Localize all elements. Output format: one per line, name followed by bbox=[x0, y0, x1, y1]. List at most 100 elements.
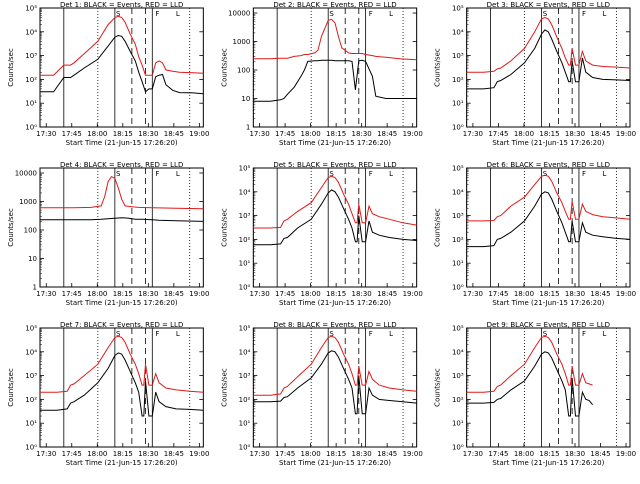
x-tick-label: 18:45 bbox=[377, 130, 397, 138]
x-tick-label: 17:45 bbox=[62, 130, 82, 138]
x-tick-label: 18:30 bbox=[138, 130, 158, 138]
region-mark-s: S bbox=[329, 330, 334, 338]
y-axis-label: Counts/sec bbox=[434, 208, 442, 247]
y-axis-label: Counts/sec bbox=[434, 48, 442, 87]
x-tick-label: 18:45 bbox=[590, 290, 610, 298]
x-axis-label: Start Time (21-Jun-15 17:26:20) bbox=[66, 299, 178, 307]
region-mark-l: L bbox=[389, 330, 393, 338]
y-tick-label: 10¹ bbox=[452, 420, 464, 428]
x-tick-label: 19:00 bbox=[403, 130, 423, 138]
y-tick-label: 1 bbox=[246, 124, 250, 132]
y-tick-label: 10² bbox=[239, 236, 251, 244]
y-tick-label: 10⁵ bbox=[239, 165, 251, 173]
region-mark-f: F bbox=[155, 10, 159, 18]
detector-panel-8: S F L 10⁰ 10¹ 10² 10³ 10⁴ 10⁵ 17:30 17:45 18:00 18:1… bbox=[220, 321, 422, 467]
series-events-line bbox=[40, 352, 204, 417]
x-tick-label: 18:30 bbox=[565, 450, 585, 458]
x-tick-label: 18:30 bbox=[565, 130, 585, 138]
x-tick-label: 18:15 bbox=[539, 130, 559, 138]
panel-title: Det 3: BLACK = Events, RED = LLD bbox=[487, 1, 610, 9]
y-tick-label: 10⁴ bbox=[25, 28, 37, 36]
y-tick-label: 10² bbox=[25, 76, 37, 84]
region-mark-f: F bbox=[582, 10, 586, 18]
x-axis-label: Start Time (21-Jun-15 17:26:20) bbox=[279, 459, 391, 467]
x-tick-label: 17:30 bbox=[249, 290, 269, 298]
y-axis-label: Counts/sec bbox=[7, 48, 15, 87]
x-tick-label: 18:00 bbox=[301, 450, 321, 458]
x-tick-label: 18:45 bbox=[164, 450, 184, 458]
region-mark-f: F bbox=[369, 170, 373, 178]
series-lld-line bbox=[253, 175, 417, 229]
x-tick-label: 17:45 bbox=[62, 290, 82, 298]
region-mark-f: F bbox=[582, 170, 586, 178]
plot-frame bbox=[39, 7, 204, 128]
detector-panel-9: S F L 10⁰ 10¹ 10² 10³ 10⁴ 10⁵ 17:30 17:45 18:00 18:1… bbox=[434, 321, 636, 467]
y-tick-label: 10⁴ bbox=[452, 348, 464, 356]
x-tick-label: 18:45 bbox=[590, 450, 610, 458]
y-tick-label: 10² bbox=[25, 396, 37, 404]
y-tick-label: 10⁴ bbox=[239, 348, 251, 356]
y-tick-label: 10² bbox=[452, 236, 464, 244]
y-tick-label: 10¹ bbox=[239, 420, 251, 428]
x-tick-label: 19:00 bbox=[616, 130, 636, 138]
x-tick-label: 18:15 bbox=[113, 450, 133, 458]
y-tick-label: 10² bbox=[239, 396, 251, 404]
x-tick-label: 17:30 bbox=[36, 290, 56, 298]
region-mark-s: S bbox=[543, 170, 548, 178]
series-events-line bbox=[40, 217, 204, 222]
y-axis-label: Counts/sec bbox=[434, 368, 442, 407]
x-tick-label: 18:45 bbox=[377, 290, 397, 298]
detector-panel-7: S F L 10⁰ 10¹ 10² 10³ 10⁴ 10⁵ 17:30 17:45 18:00 18:1… bbox=[7, 321, 209, 467]
x-tick-label: 19:00 bbox=[616, 290, 636, 298]
plot-frame bbox=[252, 327, 418, 448]
x-tick-label: 18:00 bbox=[301, 290, 321, 298]
y-tick-label: 1 bbox=[33, 284, 37, 292]
y-tick-label: 1000 bbox=[19, 198, 37, 206]
region-mark-l: L bbox=[389, 170, 393, 178]
region-mark-s: S bbox=[329, 10, 334, 18]
x-tick-label: 19:00 bbox=[189, 130, 209, 138]
x-tick-label: 19:00 bbox=[189, 290, 209, 298]
panel-title: Det 1: BLACK = Events, RED = LLD bbox=[60, 1, 183, 9]
x-tick-label: 18:30 bbox=[138, 450, 158, 458]
y-tick-label: 100 bbox=[237, 67, 250, 75]
region-mark-s: S bbox=[116, 170, 121, 178]
y-tick-label: 10⁵ bbox=[452, 325, 464, 333]
x-tick-label: 18:45 bbox=[164, 290, 184, 298]
x-tick-label: 18:45 bbox=[377, 450, 397, 458]
series-events-line bbox=[253, 189, 417, 246]
plot-frame bbox=[466, 327, 631, 448]
x-tick-label: 17:45 bbox=[488, 450, 508, 458]
series-events-line bbox=[466, 29, 631, 90]
series-events-line bbox=[40, 34, 204, 95]
y-tick-label: 10³ bbox=[452, 372, 464, 380]
region-mark-l: L bbox=[176, 330, 180, 338]
y-tick-label: 10⁴ bbox=[239, 188, 251, 196]
y-tick-label: 10⁰ bbox=[239, 444, 251, 452]
x-tick-label: 17:30 bbox=[463, 450, 483, 458]
x-tick-label: 18:00 bbox=[514, 450, 534, 458]
panel-title: Det 5: BLACK = Events, RED = LLD bbox=[273, 161, 396, 169]
y-tick-label: 10000 bbox=[228, 10, 250, 18]
y-tick-label: 10⁰ bbox=[452, 444, 464, 452]
detector-panel-2: S F L 1 10 100 1000 10000 17:30 17:45 18:00 18:15 18… bbox=[220, 1, 422, 147]
series-events-line bbox=[253, 59, 417, 102]
region-mark-s: S bbox=[329, 170, 334, 178]
panel-title: Det 9: BLACK = Events, RED = LLD bbox=[487, 321, 610, 329]
x-tick-label: 17:30 bbox=[249, 450, 269, 458]
series-events-line bbox=[466, 351, 593, 417]
x-axis-label: Start Time (21-Jun-15 17:26:20) bbox=[492, 139, 604, 147]
x-tick-label: 19:00 bbox=[403, 290, 423, 298]
x-tick-label: 17:30 bbox=[249, 130, 269, 138]
series-lld-line bbox=[253, 18, 417, 61]
x-tick-label: 18:00 bbox=[301, 130, 321, 138]
region-mark-f: F bbox=[369, 330, 373, 338]
x-tick-label: 18:30 bbox=[352, 130, 372, 138]
y-tick-label: 10⁵ bbox=[25, 325, 37, 333]
y-tick-label: 10⁴ bbox=[25, 348, 37, 356]
y-axis-label: Counts/sec bbox=[7, 368, 15, 407]
y-tick-label: 10⁵ bbox=[239, 325, 251, 333]
x-axis-label: Start Time (21-Jun-15 17:26:20) bbox=[492, 299, 604, 307]
x-tick-label: 18:15 bbox=[113, 130, 133, 138]
